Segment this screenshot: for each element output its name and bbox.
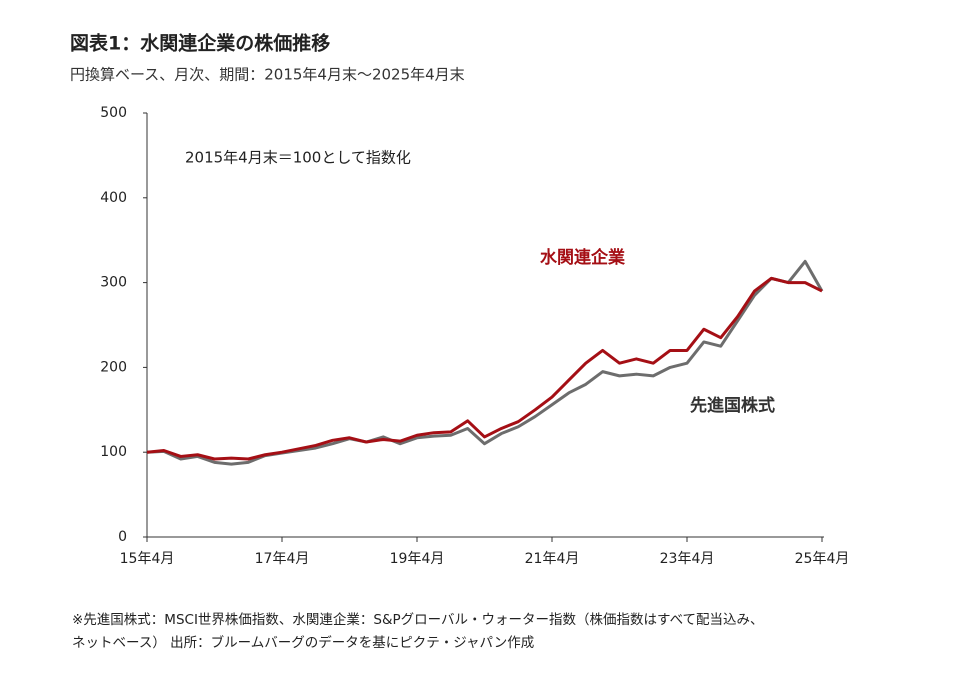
annotation: 2015年4月末＝100として指数化 bbox=[185, 149, 411, 167]
x-tick-label: 25年4月 bbox=[795, 551, 850, 567]
series-label: 先進国株式 bbox=[690, 395, 775, 416]
chart-title: 図表1：水関連企業の株価推移 bbox=[70, 32, 330, 55]
series-line bbox=[146, 259, 824, 466]
x-tick-label: 23年4月 bbox=[660, 551, 715, 567]
footnote: ネットベース） 出所：ブルームバーグのデータを基にピクテ・ジャパン作成 bbox=[72, 634, 534, 651]
chart-subtitle: 円換算ベース、月次、期間：2015年4月末～2025年4月末 bbox=[70, 66, 465, 84]
x-tick-label: 15年4月 bbox=[120, 551, 175, 567]
x-tick-label: 19年4月 bbox=[390, 551, 445, 567]
x-tick-label: 21年4月 bbox=[525, 551, 580, 567]
x-tick-label: 17年4月 bbox=[255, 551, 310, 567]
y-tick-label: 100 bbox=[100, 444, 127, 460]
y-tick-label: 500 bbox=[100, 105, 127, 121]
y-tick-label: 200 bbox=[100, 359, 127, 375]
series-line bbox=[146, 276, 823, 461]
series-label: 水関連企業 bbox=[540, 247, 625, 268]
y-tick-label: 0 bbox=[118, 529, 127, 545]
footnote: ※先進国株式：MSCI世界株価指数、水関連企業：S&Pグローバル・ウォーター指数… bbox=[72, 611, 764, 628]
y-tick-label: 400 bbox=[100, 190, 127, 206]
y-tick-label: 300 bbox=[100, 275, 127, 291]
